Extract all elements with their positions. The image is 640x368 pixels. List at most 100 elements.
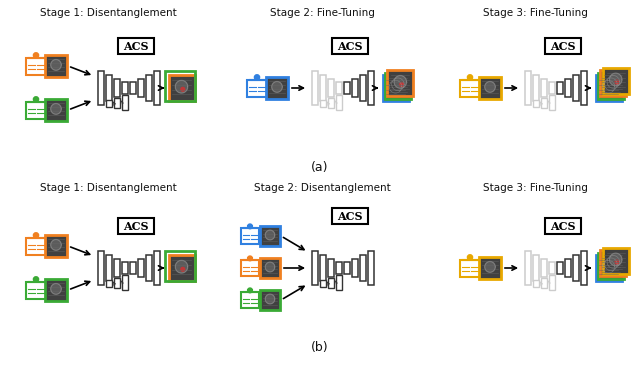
Bar [564, 259, 571, 277]
Bar [603, 248, 628, 274]
Bar [532, 280, 539, 287]
Bar [360, 75, 366, 101]
Bar [344, 262, 350, 274]
Text: ACS: ACS [337, 40, 363, 52]
Bar [387, 70, 413, 96]
Bar [595, 75, 621, 101]
Bar [548, 262, 555, 274]
Polygon shape [51, 103, 61, 114]
Bar [545, 38, 581, 54]
Bar [266, 77, 288, 99]
Bar [360, 255, 366, 281]
Circle shape [180, 87, 186, 92]
Bar [145, 255, 152, 281]
Bar [260, 226, 280, 246]
Bar [573, 255, 579, 281]
Bar [241, 260, 259, 276]
Polygon shape [175, 260, 188, 273]
Polygon shape [605, 78, 617, 91]
Bar [548, 82, 555, 94]
Bar [598, 72, 624, 99]
Bar [541, 79, 547, 97]
Bar [106, 280, 112, 287]
Polygon shape [609, 253, 622, 266]
Polygon shape [51, 60, 61, 70]
Bar [532, 100, 539, 107]
Text: ACS: ACS [550, 40, 576, 52]
Bar [154, 251, 160, 285]
Bar [603, 248, 628, 274]
Bar [113, 278, 120, 288]
Bar [168, 255, 195, 281]
Bar [113, 98, 120, 108]
Bar [26, 57, 46, 74]
Bar [383, 75, 408, 101]
Bar [541, 98, 547, 108]
Polygon shape [607, 75, 620, 88]
Bar [45, 279, 67, 301]
Bar [557, 82, 563, 94]
Bar [122, 95, 128, 110]
Text: Stage 1: Disentanglement: Stage 1: Disentanglement [40, 183, 177, 193]
Bar [335, 82, 342, 94]
Bar [545, 218, 581, 234]
Bar [580, 251, 587, 285]
Bar [319, 75, 326, 101]
Bar [45, 99, 67, 121]
Bar [260, 290, 280, 310]
Bar [260, 258, 280, 278]
Bar [122, 82, 128, 94]
Text: ACS: ACS [124, 220, 148, 231]
Bar [367, 71, 374, 105]
Text: (a): (a) [311, 160, 329, 173]
Polygon shape [51, 240, 61, 250]
Bar [332, 38, 368, 54]
Bar [118, 218, 154, 234]
Bar [479, 257, 501, 279]
Polygon shape [484, 82, 495, 92]
Bar [241, 229, 259, 244]
Bar [385, 72, 411, 99]
Bar [319, 100, 326, 107]
Bar [332, 208, 368, 224]
Bar [564, 79, 571, 97]
Polygon shape [265, 294, 275, 304]
Bar [600, 250, 627, 276]
Bar [595, 255, 621, 281]
Polygon shape [602, 80, 615, 93]
Bar [260, 226, 280, 246]
Bar [312, 251, 318, 285]
Bar [600, 250, 627, 276]
Bar [532, 255, 539, 281]
Circle shape [399, 82, 404, 87]
Bar [335, 95, 342, 110]
Polygon shape [609, 73, 622, 86]
Bar [460, 259, 480, 276]
Bar [525, 251, 531, 285]
Bar [45, 99, 67, 121]
Bar [312, 71, 318, 105]
Bar [541, 278, 547, 288]
Bar [603, 68, 628, 94]
Bar [351, 79, 358, 97]
Bar [344, 82, 350, 94]
Bar [385, 72, 411, 99]
Bar [541, 259, 547, 277]
Bar [367, 251, 374, 285]
Bar [328, 259, 334, 277]
Bar [138, 79, 144, 97]
Bar [479, 77, 501, 99]
Bar [598, 252, 624, 279]
Bar [600, 70, 627, 96]
Bar [479, 77, 501, 99]
Polygon shape [51, 283, 61, 294]
Bar [26, 282, 46, 298]
Bar [97, 71, 104, 105]
Bar [168, 255, 195, 281]
Bar [26, 102, 46, 118]
Bar [106, 75, 112, 101]
Bar [145, 75, 152, 101]
Polygon shape [607, 255, 620, 268]
Bar [97, 251, 104, 285]
Bar [328, 98, 334, 108]
